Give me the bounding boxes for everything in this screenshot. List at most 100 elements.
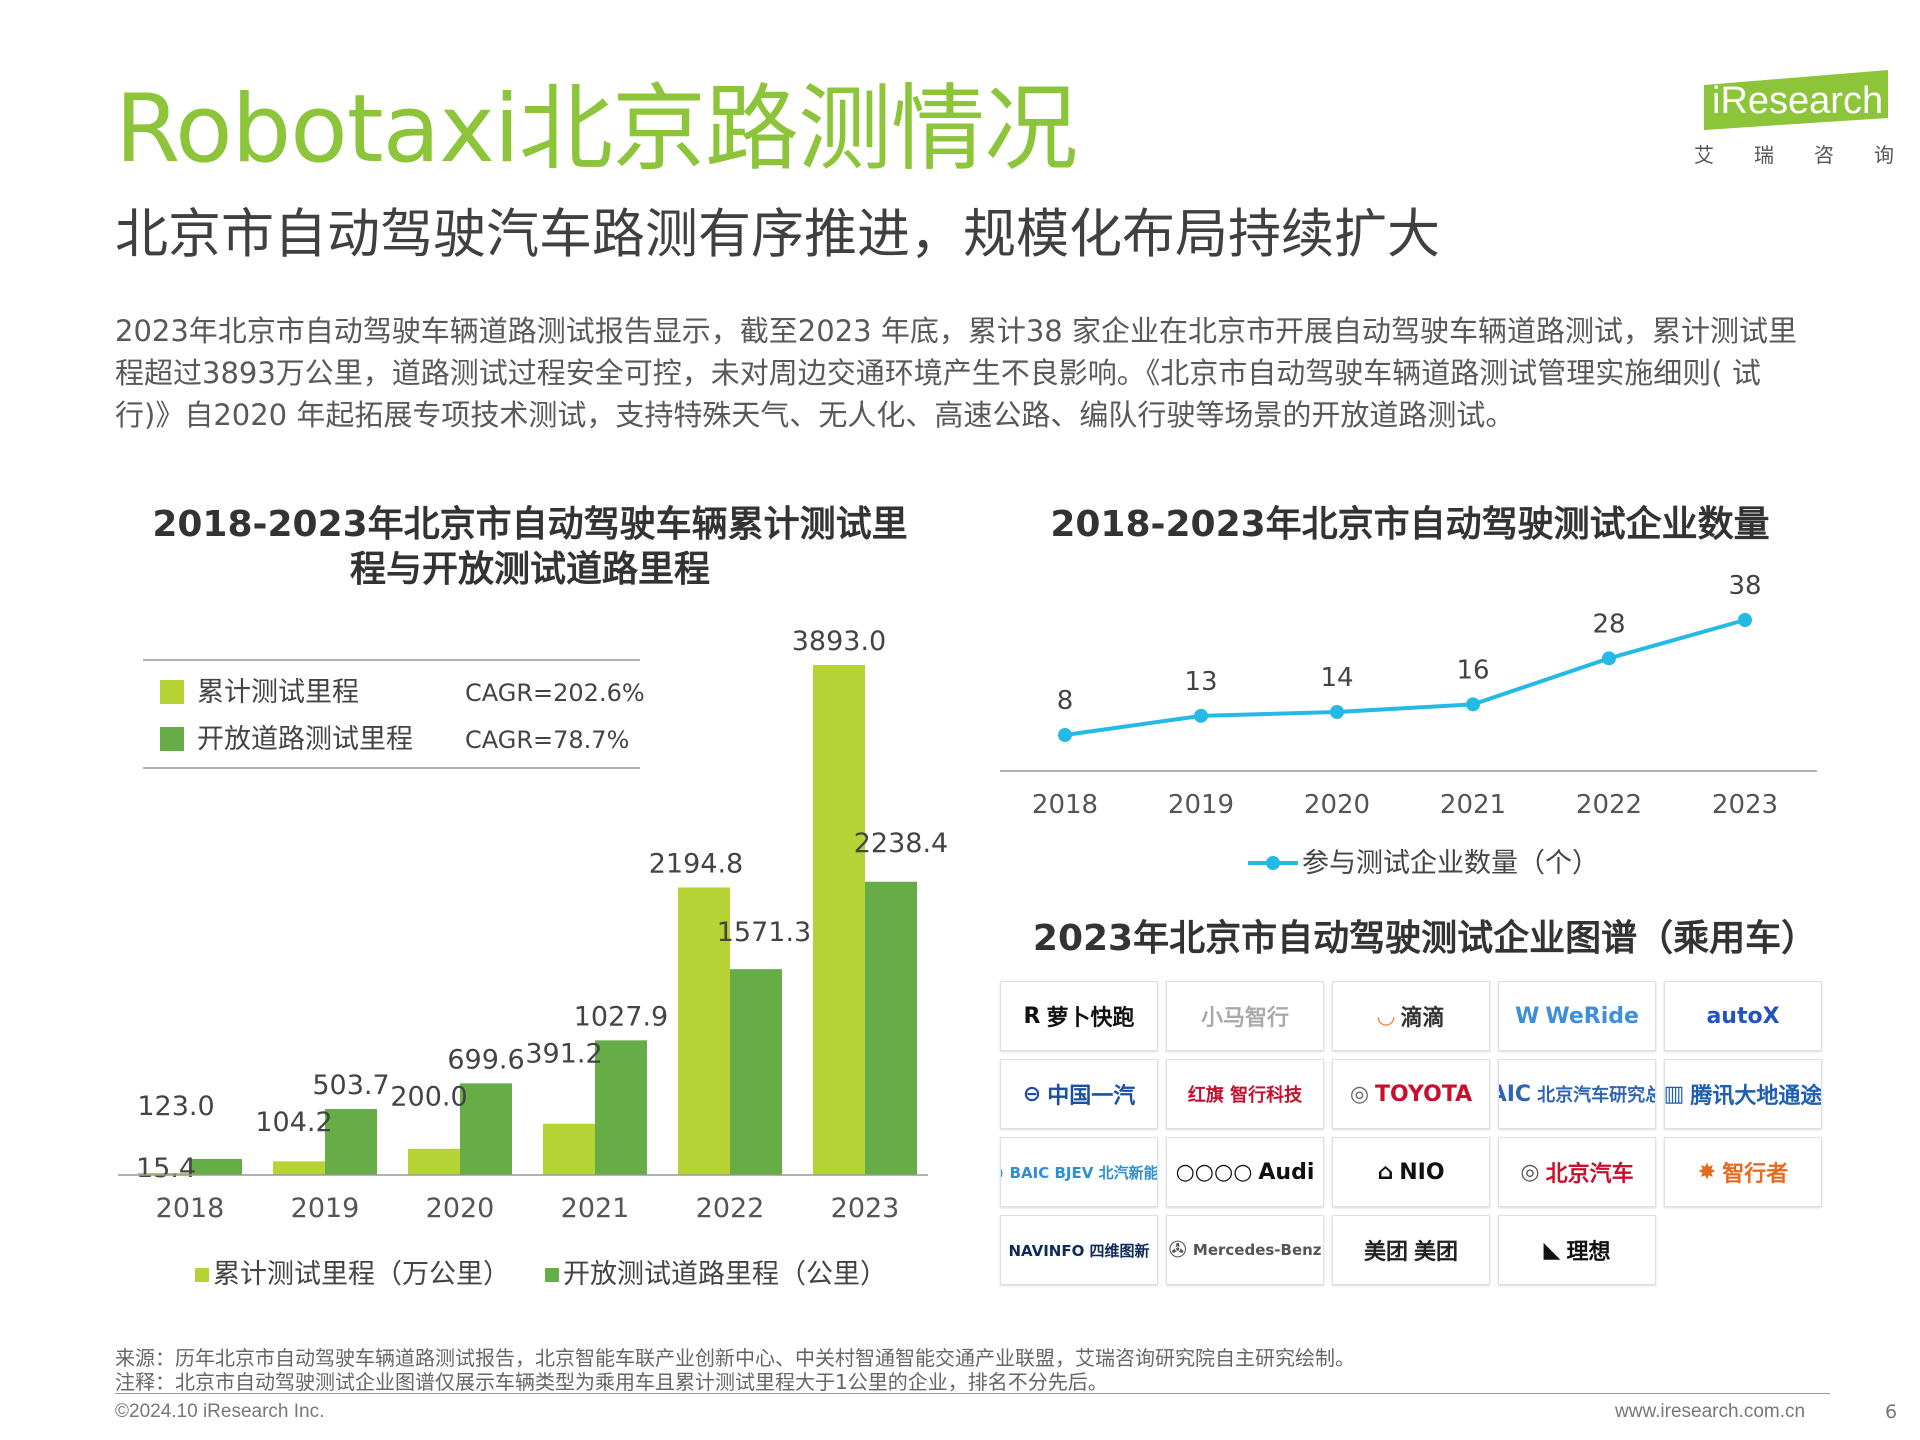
bar-open-road — [595, 1040, 647, 1175]
data-point — [1194, 708, 1208, 723]
data-label: 2238.4 — [854, 828, 948, 859]
bar-chart-title: 2018-2023年北京市自动驾驶车辆累计测试里 程与开放测试道路里程 — [130, 502, 930, 592]
data-label: 3893.0 — [792, 626, 886, 657]
data-label: 104.2 — [255, 1107, 332, 1138]
logo-mark-icon: ◣ — [1543, 1237, 1561, 1263]
logo-name: 小马智行 — [1200, 1006, 1289, 1031]
company-logo: R 萝卜快跑 — [1000, 981, 1158, 1051]
logo-mark-icon: ◎ — [1349, 1081, 1370, 1107]
data-label: 28 — [1592, 609, 1625, 639]
brand-cn-char: 瑞 — [1754, 143, 1774, 167]
logo-name: autoX — [1706, 1003, 1780, 1029]
logo-mark-icon: ◡ — [1377, 1003, 1395, 1029]
legend-label: 开放测试道路里程（公里） — [563, 1259, 887, 1290]
company-logo: ○○○○ Audi — [1166, 1137, 1324, 1207]
bar-open-road — [460, 1083, 512, 1175]
bar-cumulative — [543, 1123, 595, 1175]
data-point — [1602, 651, 1616, 666]
logo-name: WeRide — [1545, 1003, 1639, 1029]
website-link[interactable]: www.iresearch.com.cn — [1615, 1401, 1806, 1422]
x-tick-label: 2023 — [831, 1193, 900, 1224]
x-tick-label: 2019 — [1168, 790, 1234, 820]
bar-cumulative — [138, 1172, 190, 1175]
source-note: 来源：历年北京市自动驾驶车辆道路测试报告，北京智能车联产业创新中心、中关村智通智… — [115, 1346, 1355, 1370]
x-tick-label: 2018 — [1032, 790, 1098, 820]
logo-grid-title: 2023年北京市自动驾驶测试企业图谱（乘用车） — [1032, 918, 1818, 959]
logo-name: BAIC BJEV 北汽新能源 — [1009, 1163, 1158, 1182]
data-label: 14 — [1320, 663, 1353, 693]
x-tick-label: 2020 — [1304, 790, 1370, 820]
company-logo: 红旗 智行科技 — [1166, 1059, 1324, 1129]
line-chart: 8 2018 13 2019 14 2020 16 2021 28 2022 38 2023 参与测试企… — [1000, 571, 1817, 879]
logo-mark-icon: W — [1515, 1003, 1540, 1029]
data-point — [1466, 697, 1480, 712]
data-label: 1571.3 — [717, 917, 811, 948]
company-logo: 美团 美团 — [1332, 1215, 1490, 1285]
x-tick-label: 2018 — [156, 1193, 225, 1224]
bar-cumulative — [678, 887, 730, 1175]
intro-paragraph: 2023年北京市自动驾驶车辆道路测试报告显示，截至2023 年底，累计38 家企… — [115, 314, 1797, 432]
data-label: 1027.9 — [574, 1001, 668, 1032]
copyright: ©2024.10 iResearch Inc. — [115, 1401, 325, 1422]
bar-cumulative — [408, 1148, 460, 1175]
logo-name: 中国一汽 — [1047, 1084, 1136, 1109]
company-logo: ◡ 滴滴 — [1332, 981, 1490, 1051]
logo-mark-icon: 美团 — [1363, 1240, 1408, 1265]
legend-label: 累计测试里程（万公里） — [213, 1259, 510, 1290]
company-logo: ⊖ 中国一汽 — [1000, 1059, 1158, 1129]
company-logo: ✸ 智行者 — [1664, 1137, 1822, 1207]
logo-name: 智行者 — [1722, 1162, 1789, 1187]
line-chart-title: 2018-2023年北京市自动驾驶测试企业数量 — [1050, 504, 1770, 545]
logo-name: Audi — [1258, 1159, 1315, 1185]
legend-marker — [1266, 856, 1280, 870]
bar-cumulative — [273, 1161, 325, 1175]
logo-name: 萝卜快跑 — [1046, 1006, 1135, 1031]
company-logo: 小马智行 — [1166, 981, 1324, 1051]
page-title: Robotaxi北京路测情况 — [115, 75, 1078, 184]
legend-cagr: CAGR=202.6% — [465, 679, 645, 707]
company-logo: ◎ BAIC BJEV 北汽新能源 — [1000, 1137, 1158, 1207]
page-subtitle: 北京市自动驾驶汽车路测有序推进，规模化布局持续扩大 — [115, 204, 1440, 265]
x-tick-label: 2019 — [291, 1193, 360, 1224]
logo-name: NIO — [1399, 1159, 1445, 1185]
legend-label: 开放道路测试里程 — [197, 724, 413, 755]
logo-name: 北京汽车 — [1545, 1162, 1634, 1187]
company-logo: ✇ Mercedes-Benz — [1166, 1215, 1324, 1285]
logo-name: 北京汽车研究总院 — [1537, 1085, 1655, 1106]
logo-mark-icon: ⌂ — [1377, 1159, 1394, 1185]
x-tick-label: 2022 — [1576, 790, 1642, 820]
data-label: 2194.8 — [649, 848, 743, 879]
iresearch-logo-cn: 艾 瑞 咨 询 — [1694, 139, 1894, 168]
data-label: 503.7 — [312, 1070, 389, 1101]
footer-divider — [115, 1393, 1830, 1394]
legend-swatch — [160, 727, 184, 751]
legend-swatch — [545, 1268, 559, 1282]
company-logo: NAVINFO 四维图新 — [1000, 1215, 1158, 1285]
company-logo-grid: R 萝卜快跑 小马智行 ◡ 滴滴 W WeRide autoX ⊖ 中国一汽 红旗 智行科技 ◎ TOY… — [1000, 981, 1822, 1285]
iresearch-logo: iResearch — [1712, 80, 1884, 122]
logo-name: 红旗 智行科技 — [1187, 1085, 1303, 1106]
bar-chart: 累计测试里程 CAGR=202.6% 开放道路测试里程 CAGR=78.7% 2018 2… — [118, 626, 948, 1290]
logo-mark-icon: ✸ — [1697, 1159, 1717, 1185]
company-logo: BAIC北京汽车研究总院 — [1498, 1059, 1656, 1129]
data-label: 38 — [1728, 571, 1761, 601]
legend-label: 累计测试里程 — [197, 677, 359, 708]
logo-name: 滴滴 — [1400, 1006, 1445, 1031]
logo-mark-icon: ⊖ — [1022, 1081, 1042, 1107]
logo-name: TOYOTA — [1375, 1081, 1473, 1107]
data-label: 200.0 — [390, 1081, 467, 1112]
logo-mark-icon: BAIC — [1499, 1081, 1532, 1107]
company-logo: W WeRide — [1498, 981, 1656, 1051]
data-label: 391.2 — [525, 1038, 602, 1069]
logo-name: 理想 — [1566, 1240, 1611, 1265]
company-logo: ◣ 理想 — [1498, 1215, 1656, 1285]
company-logo: autoX — [1664, 981, 1822, 1051]
bar-chart-title-line: 2018-2023年北京市自动驾驶车辆累计测试里 — [152, 504, 908, 545]
page-number: 6 — [1885, 1401, 1898, 1423]
legend-cagr: CAGR=78.7% — [465, 726, 629, 754]
bar-cumulative — [813, 665, 865, 1175]
data-label: 699.6 — [447, 1044, 524, 1075]
logo-mark-icon: ○○○○ — [1175, 1159, 1253, 1185]
company-logo: ◎ TOYOTA — [1332, 1059, 1490, 1129]
x-tick-label: 2021 — [1440, 790, 1506, 820]
